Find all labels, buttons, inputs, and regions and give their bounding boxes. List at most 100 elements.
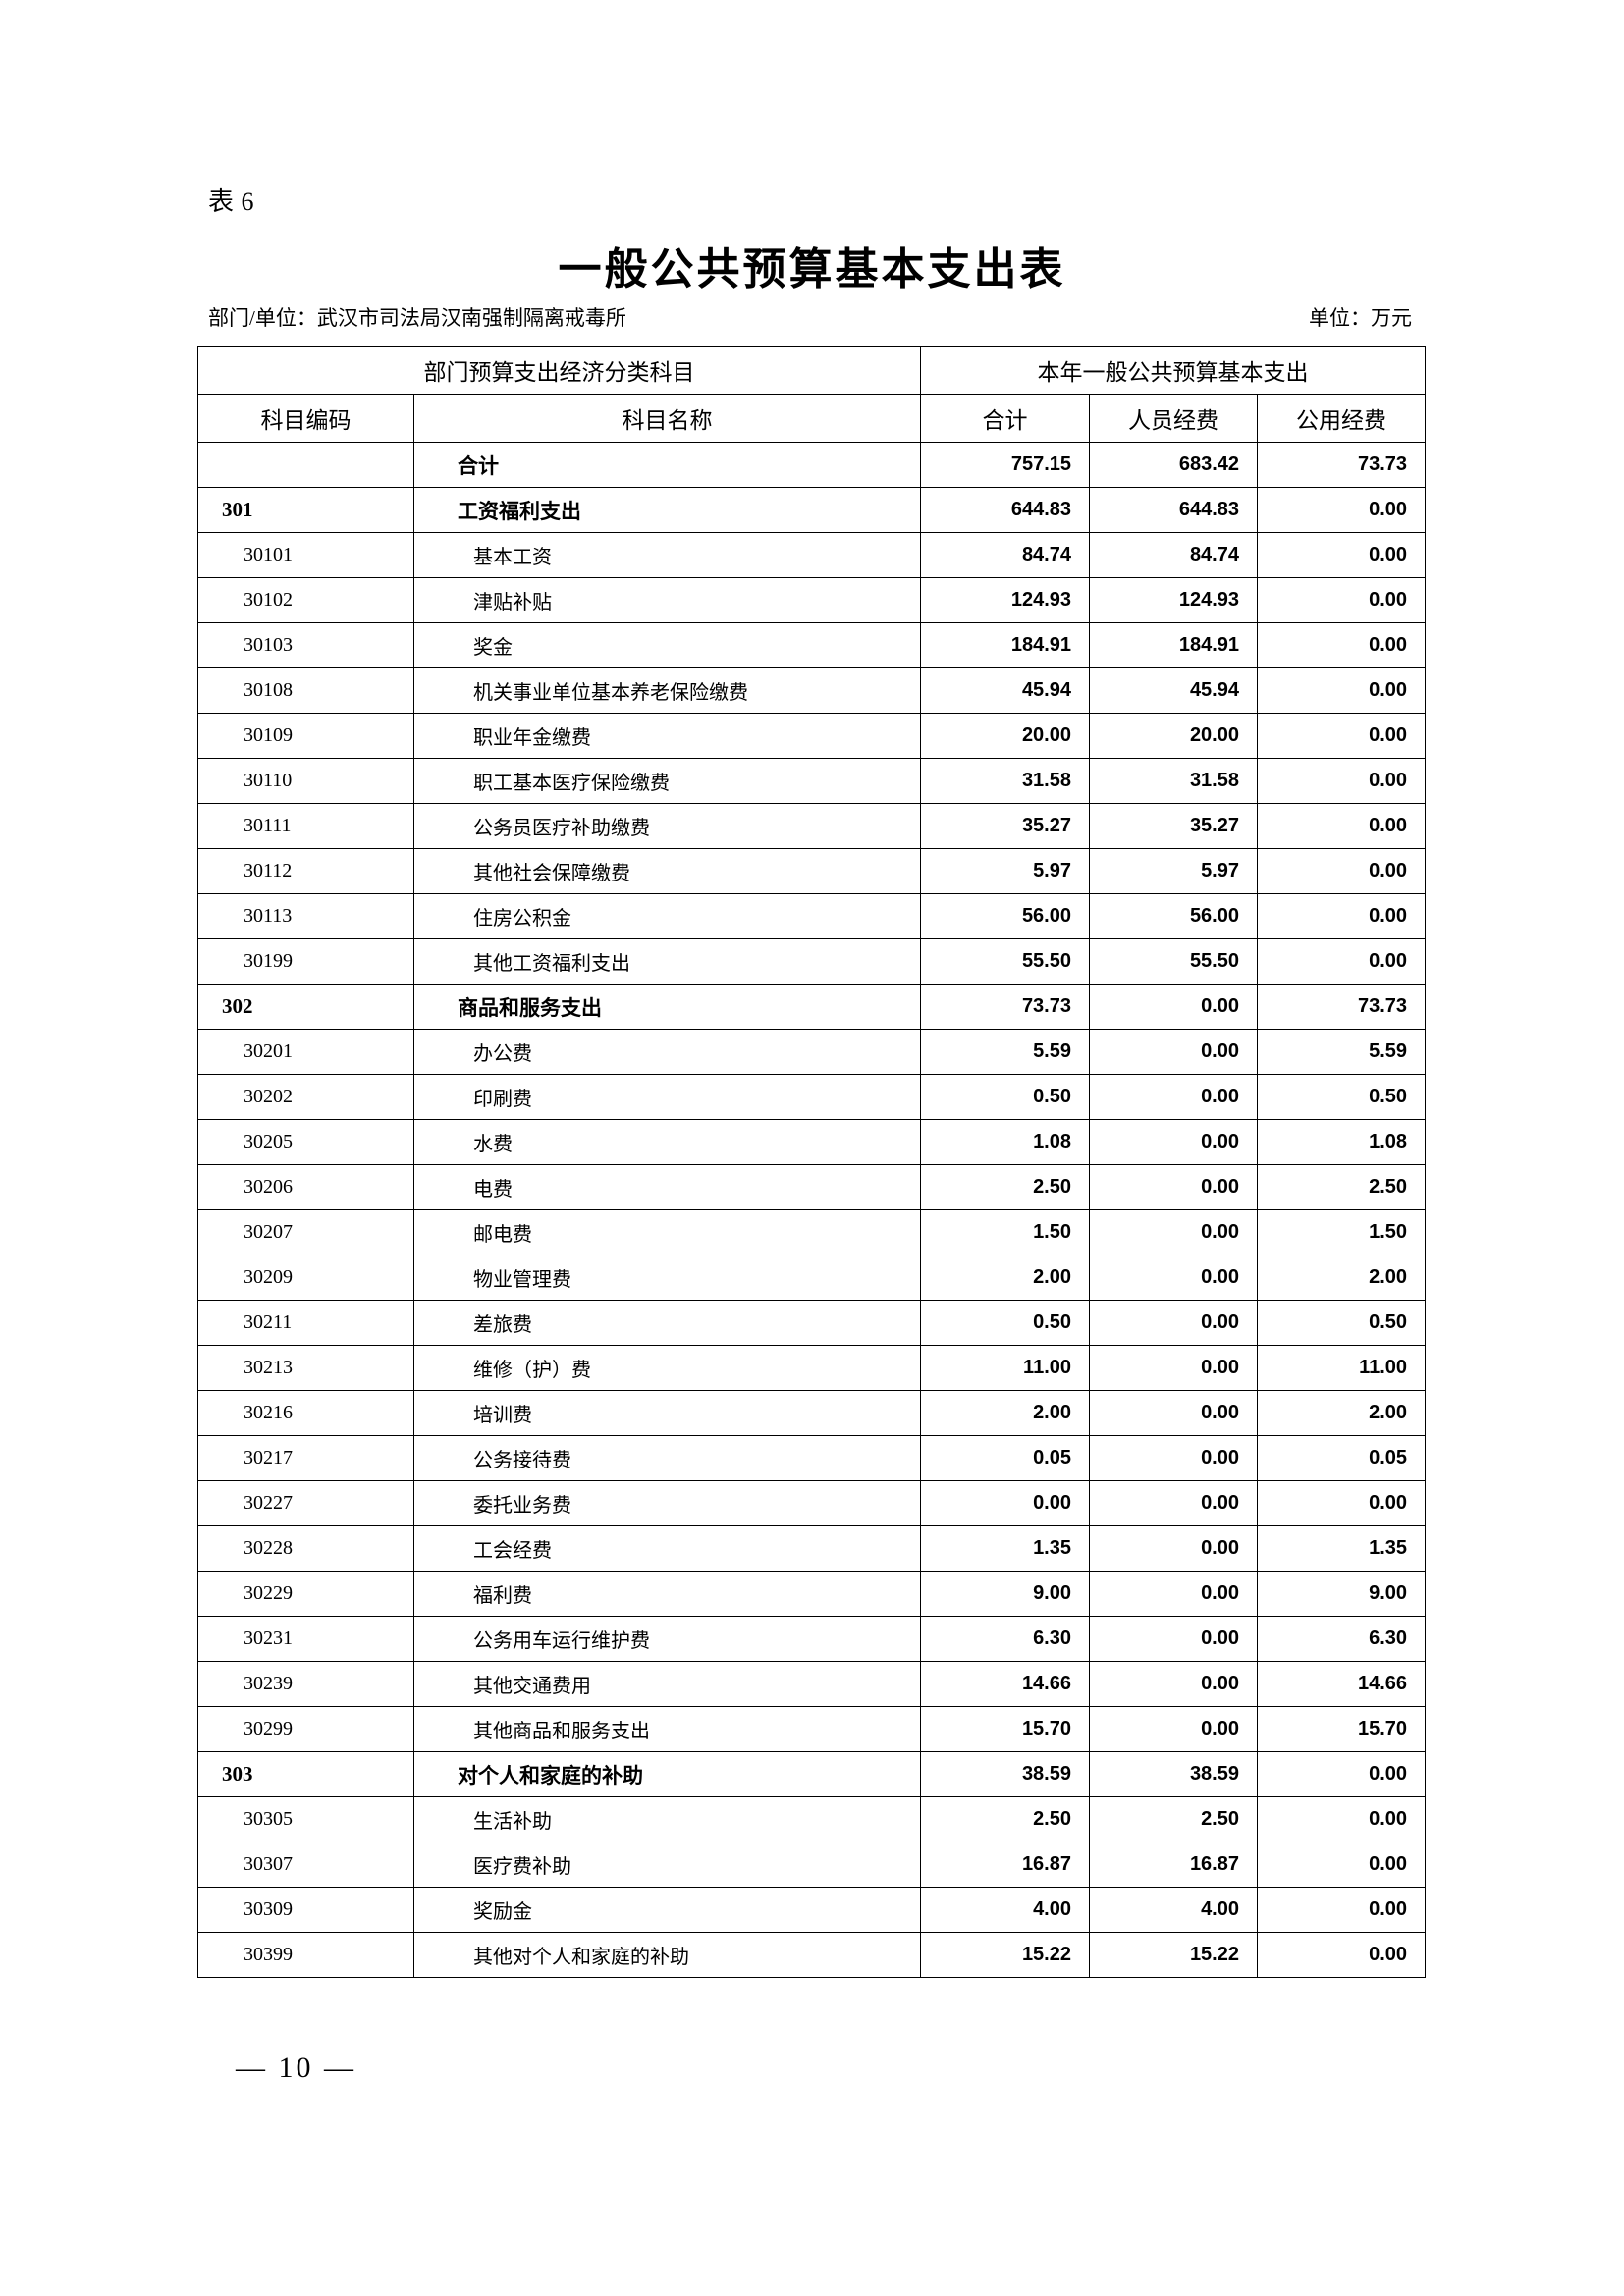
cell-total: 35.27: [920, 803, 1090, 849]
cell-subject-name: 公务员医疗补助缴费: [413, 803, 921, 849]
table-row: 30102 津贴补贴 124.93 124.93 0.00: [197, 577, 1427, 623]
table-row: 30229 福利费 9.00 0.00 9.00: [197, 1571, 1427, 1617]
cell-public-expense: 73.73: [1256, 442, 1427, 488]
cell-public-expense: 0.00: [1256, 667, 1427, 714]
cell-public-expense: 1.50: [1256, 1209, 1427, 1255]
table-row: 30399 其他对个人和家庭的补助 15.22 15.22 0.00: [197, 1932, 1427, 1978]
table-row: 30299 其他商品和服务支出 15.70 0.00 15.70: [197, 1706, 1427, 1752]
table-row: 30231 公务用车运行维护费 6.30 0.00 6.30: [197, 1616, 1427, 1662]
cell-subject-code: 30209: [197, 1255, 414, 1301]
table-row: 30202 印刷费 0.50 0.00 0.50: [197, 1074, 1427, 1120]
cell-subject-name: 津贴补贴: [413, 577, 921, 623]
cell-total: 84.74: [920, 532, 1090, 578]
cell-public-expense: 0.00: [1256, 938, 1427, 985]
table-row: 30228 工会经费 1.35 0.00 1.35: [197, 1525, 1427, 1572]
cell-subject-name: 合计: [413, 442, 921, 488]
cell-personnel-expense: 0.00: [1089, 1616, 1258, 1662]
table-row: 30199 其他工资福利支出 55.50 55.50 0.00: [197, 938, 1427, 985]
cell-total: 31.58: [920, 758, 1090, 804]
cell-public-expense: 0.05: [1256, 1435, 1427, 1481]
cell-personnel-expense: 20.00: [1089, 713, 1258, 759]
cell-subject-code: 30110: [197, 758, 414, 804]
cell-total: 16.87: [920, 1842, 1090, 1888]
cell-subject-code: 302: [197, 984, 414, 1030]
cell-subject-name: 维修（护）费: [413, 1345, 921, 1391]
cell-public-expense: 1.35: [1256, 1525, 1427, 1572]
table-row: 30206 电费 2.50 0.00 2.50: [197, 1164, 1427, 1210]
table-row: 30111 公务员医疗补助缴费 35.27 35.27 0.00: [197, 803, 1427, 849]
cell-personnel-expense: 16.87: [1089, 1842, 1258, 1888]
cell-subject-name: 印刷费: [413, 1074, 921, 1120]
cell-personnel-expense: 0.00: [1089, 1119, 1258, 1165]
cell-subject-code: 30102: [197, 577, 414, 623]
cell-subject-name: 差旅费: [413, 1300, 921, 1346]
cell-personnel-expense: 0.00: [1089, 1255, 1258, 1301]
cell-total: 0.50: [920, 1300, 1090, 1346]
cell-public-expense: 0.00: [1256, 532, 1427, 578]
cell-subject-name: 物业管理费: [413, 1255, 921, 1301]
cell-subject-code: 30108: [197, 667, 414, 714]
table-number-label: 表 6: [208, 187, 255, 216]
table-row: 30239 其他交通费用 14.66 0.00 14.66: [197, 1661, 1427, 1707]
cell-personnel-expense: 84.74: [1089, 532, 1258, 578]
cell-public-expense: 0.00: [1256, 758, 1427, 804]
cell-total: 124.93: [920, 577, 1090, 623]
cell-personnel-expense: 0.00: [1089, 1164, 1258, 1210]
cell-public-expense: 11.00: [1256, 1345, 1427, 1391]
cell-public-expense: 1.08: [1256, 1119, 1427, 1165]
cell-public-expense: 0.00: [1256, 893, 1427, 939]
cell-subject-name: 其他商品和服务支出: [413, 1706, 921, 1752]
cell-public-expense: 0.00: [1256, 713, 1427, 759]
table-row: 30201 办公费 5.59 0.00 5.59: [197, 1029, 1427, 1075]
cell-subject-name: 奖励金: [413, 1887, 921, 1933]
cell-subject-name: 对个人和家庭的补助: [413, 1751, 921, 1797]
table-row: 30227 委托业务费 0.00 0.00 0.00: [197, 1480, 1427, 1526]
cell-public-expense: 0.00: [1256, 1796, 1427, 1842]
table-header: 部门预算支出经济分类科目 本年一般公共预算基本支出 科目编码 科目名称 合计 人…: [197, 346, 1427, 443]
cell-subject-code: 30213: [197, 1345, 414, 1391]
cell-public-expense: 14.66: [1256, 1661, 1427, 1707]
cell-personnel-expense: 184.91: [1089, 622, 1258, 668]
header-group-economic-classification: 部门预算支出经济分类科目: [197, 346, 921, 395]
cell-subject-code: 30112: [197, 848, 414, 894]
cell-total: 2.50: [920, 1796, 1090, 1842]
cell-personnel-expense: 31.58: [1089, 758, 1258, 804]
cell-subject-name: 培训费: [413, 1390, 921, 1436]
cell-personnel-expense: 0.00: [1089, 1390, 1258, 1436]
cell-subject-code: 30113: [197, 893, 414, 939]
table-row: 30110 职工基本医疗保险缴费 31.58 31.58 0.00: [197, 758, 1427, 804]
cell-subject-name: 公务接待费: [413, 1435, 921, 1481]
cell-public-expense: 2.50: [1256, 1164, 1427, 1210]
cell-public-expense: 0.00: [1256, 622, 1427, 668]
cell-subject-code: 30101: [197, 532, 414, 578]
cell-public-expense: 2.00: [1256, 1390, 1427, 1436]
cell-total: 15.22: [920, 1932, 1090, 1978]
header-col-total: 合计: [920, 394, 1090, 443]
cell-subject-name: 职业年金缴费: [413, 713, 921, 759]
cell-personnel-expense: 0.00: [1089, 1525, 1258, 1572]
cell-total: 38.59: [920, 1751, 1090, 1797]
cell-subject-code: 30201: [197, 1029, 414, 1075]
cell-subject-name: 职工基本医疗保险缴费: [413, 758, 921, 804]
cell-subject-name: 生活补助: [413, 1796, 921, 1842]
cell-public-expense: 0.00: [1256, 1887, 1427, 1933]
cell-subject-name: 其他交通费用: [413, 1661, 921, 1707]
cell-subject-code: [197, 442, 414, 488]
cell-subject-name: 住房公积金: [413, 893, 921, 939]
cell-public-expense: 0.00: [1256, 803, 1427, 849]
cell-personnel-expense: 124.93: [1089, 577, 1258, 623]
table-body: 合计 757.15 683.42 73.73 301 工资福利支出 644.83 644.83…: [197, 442, 1427, 1978]
cell-public-expense: 6.30: [1256, 1616, 1427, 1662]
cell-subject-name: 委托业务费: [413, 1480, 921, 1526]
table-row: 30101 基本工资 84.74 84.74 0.00: [197, 532, 1427, 578]
meta-row: 部门/单位：武汉市司法局汉南强制隔离戒毒所 单位：万元: [208, 302, 1418, 332]
cell-subject-name: 医疗费补助: [413, 1842, 921, 1888]
cell-subject-code: 30305: [197, 1796, 414, 1842]
cell-subject-code: 30399: [197, 1932, 414, 1978]
table-row: 30305 生活补助 2.50 2.50 0.00: [197, 1796, 1427, 1842]
cell-public-expense: 73.73: [1256, 984, 1427, 1030]
cell-total: 2.50: [920, 1164, 1090, 1210]
cell-total: 757.15: [920, 442, 1090, 488]
cell-subject-code: 30211: [197, 1300, 414, 1346]
cell-subject-name: 工资福利支出: [413, 487, 921, 533]
